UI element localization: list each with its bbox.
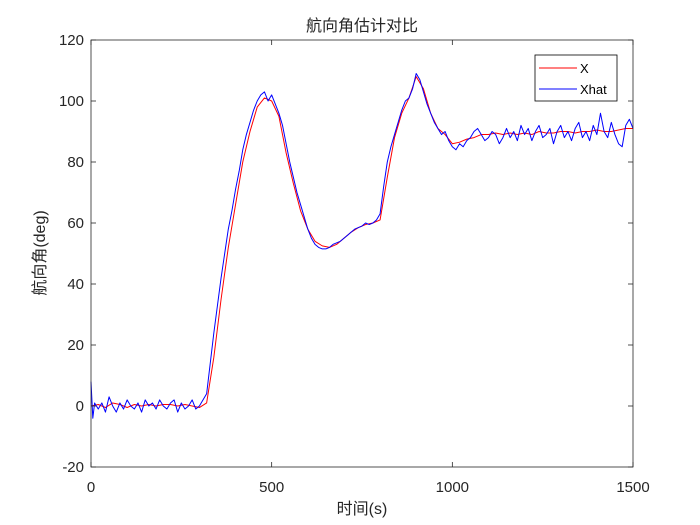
legend-label-x: X (580, 61, 589, 76)
chart-title: 航向角估计对比 (306, 17, 418, 35)
legend: X Xhat (534, 54, 618, 102)
x-axis-label: 时间(s) (337, 500, 388, 518)
legend-box (534, 54, 618, 102)
axes-frame (90, 39, 634, 468)
y-tick-label: 80 (67, 154, 84, 171)
x-tick-label: 500 (259, 479, 284, 496)
y-tick-label: 120 (59, 32, 84, 49)
y-axis-label: 航向角(deg) (31, 210, 49, 295)
y-tick-label: 40 (67, 276, 84, 293)
y-tick-label: 20 (67, 337, 84, 354)
legend-label-xhat: Xhat (580, 82, 607, 97)
y-tick-label: 0 (76, 398, 84, 415)
y-tick-label: -20 (62, 459, 84, 476)
y-tick-label: 60 (67, 215, 84, 232)
series-layer (90, 73, 634, 419)
x-tick-label: 1000 (436, 479, 469, 496)
series-line-xhat (90, 73, 634, 419)
x-tick-label: 0 (87, 479, 95, 496)
plot-area (91, 40, 633, 467)
x-tick-label: 1500 (616, 479, 649, 496)
y-tick-label: 100 (59, 93, 84, 110)
